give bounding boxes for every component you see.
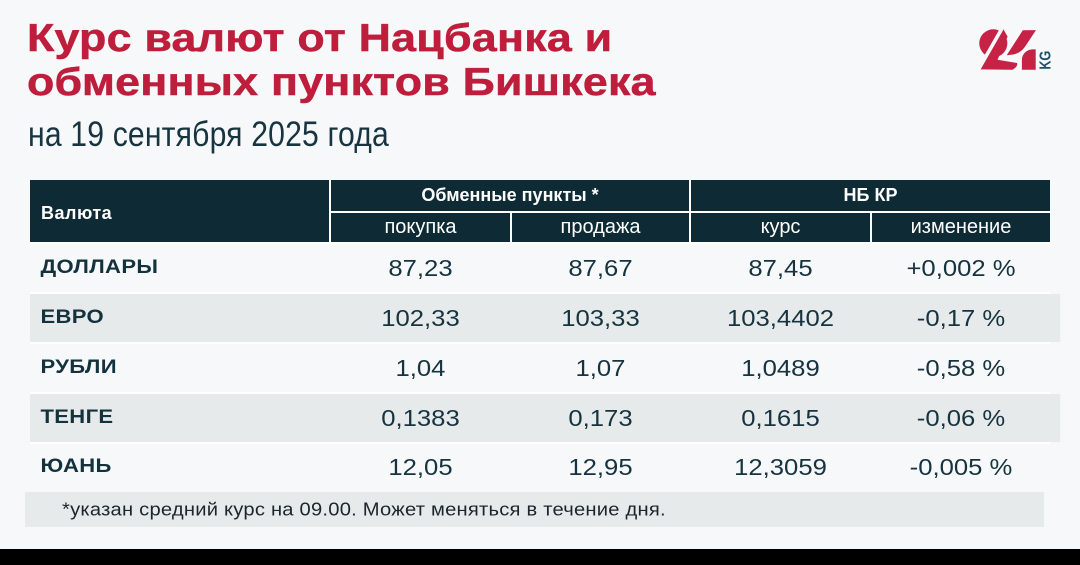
svg-text:KG: KG	[1037, 51, 1053, 70]
